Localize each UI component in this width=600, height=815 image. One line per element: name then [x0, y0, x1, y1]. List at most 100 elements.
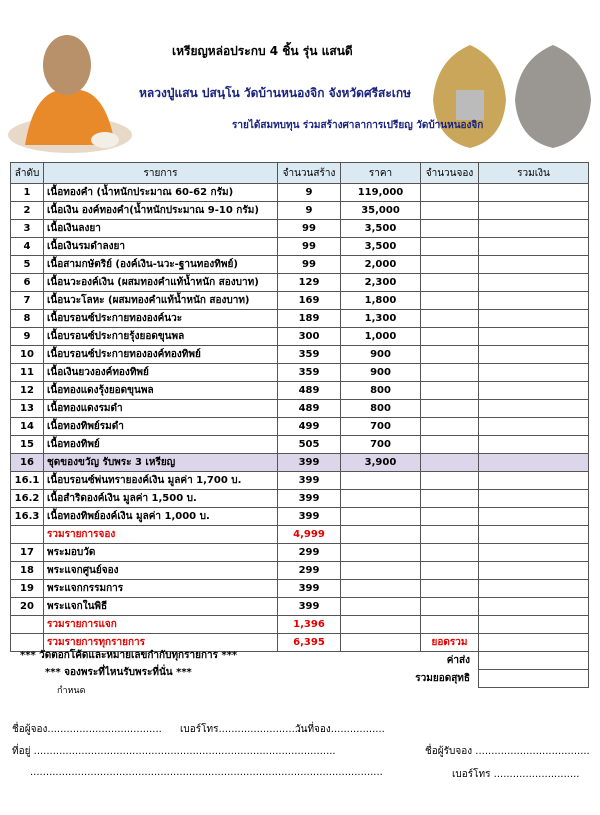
- cell-no: 11: [10, 363, 44, 382]
- cell-item: พระแจกศูนย์จอง: [43, 561, 278, 580]
- cell-total: [478, 615, 589, 634]
- cell-item: เนื้อเงินลงยา: [43, 219, 278, 238]
- column-header: จำนวนสร้าง: [277, 162, 341, 184]
- note: รายได้สมทบทุน ร่วมสร้างศาลาการเปรียญ วัด…: [232, 120, 484, 131]
- cell-price: 1,300: [340, 309, 421, 328]
- cell-item: เนื้อนวะโลหะ (ผสมทองคำแท้น้ำหนัก สองบาท): [43, 291, 278, 310]
- cell-price: [340, 489, 421, 508]
- table-row: 15 เนื้อทองทิพย์ 505 700: [10, 435, 589, 454]
- booker: ชื่อผู้จอง..............................…: [12, 724, 162, 735]
- cell-qty: 99: [277, 255, 341, 274]
- cell-no: 12: [10, 381, 44, 400]
- cell-price: 900: [340, 345, 421, 364]
- cell-sum-label: [420, 561, 479, 580]
- cell-price: [340, 615, 421, 634]
- cell-item: เนื้อนวะองค์เงิน (ผสมทองคำแท้น้ำหนัก สอง…: [43, 273, 278, 292]
- cell-item: เนื้อเงินรมดำลงยา: [43, 237, 278, 256]
- summary-label: ค่าส่ง: [446, 655, 470, 667]
- cell-qty: 189: [277, 309, 341, 328]
- cell-no: 8: [10, 309, 44, 328]
- cell-qty: 399: [277, 489, 341, 508]
- cell-total: [478, 633, 589, 652]
- cell-price: [340, 543, 421, 562]
- cell-item: เนื้อสำริดองค์เงิน มูลค่า 1,500 บ.: [43, 489, 278, 508]
- cell-qty: 399: [277, 453, 341, 472]
- summary-label: รวมยอดสุทธิ: [415, 673, 470, 684]
- cell-total: [478, 543, 589, 562]
- cell-price: [340, 579, 421, 598]
- cell-no: 4: [10, 237, 44, 256]
- cell-qty: 399: [277, 507, 341, 526]
- cell-qty: 489: [277, 399, 341, 418]
- table-row: 11 เนื้อเงินยวงองค์ทองทิพย์ 359 900: [10, 363, 589, 382]
- summary-value: [478, 651, 589, 670]
- cell-no: [10, 525, 44, 544]
- cell-sum-label: [420, 435, 479, 454]
- cell-qty: 9: [277, 183, 341, 202]
- table-row: 5 เนื้อสามกษัตริย์ (องค์เงิน-นวะ-ฐานทองทิ…: [10, 255, 589, 274]
- cell-sum-label: ยอดรวม: [420, 633, 479, 652]
- cell-item: พระแจกในพิธี: [43, 597, 278, 616]
- table-row: 16.2 เนื้อสำริดองค์เงิน มูลค่า 1,500 บ. 39…: [10, 489, 589, 508]
- cell-total: [478, 201, 589, 220]
- cell-no: 17: [10, 543, 44, 562]
- cell-qty: 9: [277, 201, 341, 220]
- cell-price: 800: [340, 399, 421, 418]
- note-line: *** วัดตอกโค้ดและหมายเลขกำกับทุกรายการ *…: [20, 650, 238, 661]
- cell-price: [340, 507, 421, 526]
- cell-total: [478, 435, 589, 454]
- cell-price: 900: [340, 363, 421, 382]
- cell-total: [478, 381, 589, 400]
- cell-sum-label: [420, 597, 479, 616]
- note-line: กำหนด: [57, 686, 86, 696]
- cell-qty: 399: [277, 471, 341, 490]
- cell-no: 19: [10, 579, 44, 598]
- cell-no: 18: [10, 561, 44, 580]
- cell-item: เนื้อบรอนซ์ประกายทององค์ทองทิพย์: [43, 345, 278, 364]
- cell-qty: 489: [277, 381, 341, 400]
- cell-total: [478, 525, 589, 544]
- note-line: *** จองพระที่ไหนรับพระที่นั่น ***: [45, 667, 192, 678]
- cell-qty: 299: [277, 543, 341, 562]
- table-row: 14 เนื้อทองทิพย์รมดำ 499 700: [10, 417, 589, 436]
- cell-price: 3,500: [340, 219, 421, 238]
- cell-item: เนื้อสามกษัตริย์ (องค์เงิน-นวะ-ฐานทองทิพ…: [43, 255, 278, 274]
- cell-price: 1,000: [340, 327, 421, 346]
- cell-price: 2,300: [340, 273, 421, 292]
- cell-item: เนื้อทองทิพย์องค์เงิน มูลค่า 1,000 บ.: [43, 507, 278, 526]
- cell-no: 3: [10, 219, 44, 238]
- cell-no: 16.2: [10, 489, 44, 508]
- cell-qty: 99: [277, 237, 341, 256]
- cell-qty: 505: [277, 435, 341, 454]
- table-row: 12 เนื้อทองแดงรุ้งยอดขุนพล 489 800: [10, 381, 589, 400]
- cell-sum-label: [420, 291, 479, 310]
- cell-no: 6: [10, 273, 44, 292]
- cell-item: เนื้อเงินยวงองค์ทองทิพย์: [43, 363, 278, 382]
- cell-sum-label: [420, 237, 479, 256]
- cell-total: [478, 489, 589, 508]
- cell-no: 7: [10, 291, 44, 310]
- cell-price: 800: [340, 381, 421, 400]
- cell-qty: 499: [277, 417, 341, 436]
- cell-price: 700: [340, 435, 421, 454]
- cell-item: เนื้อทองแดงรุ้งยอดขุนพล: [43, 381, 278, 400]
- cell-qty: 399: [277, 597, 341, 616]
- cell-item: เนื้อเงิน องค์ทองคำ(น้ำหนักประมาณ 9-10 ก…: [43, 201, 278, 220]
- table-row: รวมรายการจอง 4,999: [10, 525, 589, 544]
- cell-sum-label: [420, 615, 479, 634]
- column-header: ลำดับ: [10, 162, 44, 184]
- cell-price: 2,000: [340, 255, 421, 274]
- cell-total: [478, 399, 589, 418]
- cell-price: 700: [340, 417, 421, 436]
- cell-price: 3,500: [340, 237, 421, 256]
- cell-sum-label: [420, 471, 479, 490]
- table-row: 16.3 เนื้อทองทิพย์องค์เงิน มูลค่า 1,000 บ…: [10, 507, 589, 526]
- cell-qty: 99: [277, 219, 341, 238]
- cell-item: เนื้อทองคำ (น้ำหนักประมาณ 60-62 กรัม): [43, 183, 278, 202]
- cell-no: [10, 615, 44, 634]
- cell-sum-label: [420, 327, 479, 346]
- table-row: 10 เนื้อบรอนซ์ประกายทององค์ทองทิพย์ 359 900: [10, 345, 589, 364]
- cell-sum-label: [420, 381, 479, 400]
- cell-total: [478, 237, 589, 256]
- cell-total: [478, 471, 589, 490]
